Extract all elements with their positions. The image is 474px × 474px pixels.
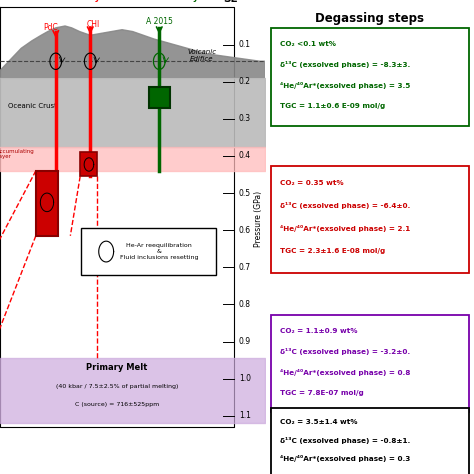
Text: CO₂ = 3.5±1.4 wt%: CO₂ = 3.5±1.4 wt% <box>280 419 357 425</box>
Bar <box>149 87 170 108</box>
Text: 1.1: 1.1 <box>239 411 251 420</box>
Bar <box>36 171 58 236</box>
Text: 0.3: 0.3 <box>239 114 251 123</box>
Text: ⁴He/⁴⁰Ar*(exsolved phase) = 2.1: ⁴He/⁴⁰Ar*(exsolved phase) = 2.1 <box>280 225 410 232</box>
Text: PdC: PdC <box>43 23 58 32</box>
Text: 0.5: 0.5 <box>239 189 251 198</box>
Text: TGC = 2.3±1.6 E-08 mol/g: TGC = 2.3±1.6 E-08 mol/g <box>280 248 385 254</box>
Text: 0.8: 0.8 <box>239 300 251 309</box>
Bar <box>80 152 98 176</box>
Polygon shape <box>0 26 265 78</box>
Text: Primary Melt: Primary Melt <box>86 363 147 372</box>
Text: Volcanic
Edifice: Volcanic Edifice <box>187 49 216 62</box>
Text: ⁴He/⁴⁰Ar*(exsolved phase) = 0.8: ⁴He/⁴⁰Ar*(exsolved phase) = 0.8 <box>280 368 410 375</box>
Text: ⁴He/⁴⁰Ar*(exsolved phase) = 3.5: ⁴He/⁴⁰Ar*(exsolved phase) = 3.5 <box>280 82 410 89</box>
Text: A 2015: A 2015 <box>146 17 173 26</box>
Text: Central Activity: Central Activity <box>119 0 199 2</box>
Text: δ¹³C (exsolved phase) = -3.2±0.: δ¹³C (exsolved phase) = -3.2±0. <box>280 348 410 355</box>
FancyBboxPatch shape <box>271 28 469 126</box>
Text: Lateral Activity: Lateral Activity <box>22 0 100 2</box>
Text: CHI: CHI <box>86 19 100 28</box>
Text: δ¹³C (exsolved phase) = -6.4±0.: δ¹³C (exsolved phase) = -6.4±0. <box>280 202 410 209</box>
Text: 0.7: 0.7 <box>239 263 251 272</box>
Text: 0.4: 0.4 <box>239 152 251 160</box>
Text: 0.1: 0.1 <box>239 40 251 49</box>
Text: C (source) = 716±525ppm: C (source) = 716±525ppm <box>75 402 159 407</box>
Text: ⁴He/⁴⁰Ar*(exsolved phase) = 0.3: ⁴He/⁴⁰Ar*(exsolved phase) = 0.3 <box>280 455 410 462</box>
FancyBboxPatch shape <box>81 228 216 275</box>
Text: 0.2: 0.2 <box>239 77 251 86</box>
Text: TGC = 1.1±0.6 E-09 mol/g: TGC = 1.1±0.6 E-09 mol/g <box>280 103 385 109</box>
Text: He-Ar reequilibration
&
Fluid inclusions resetting: He-Ar reequilibration & Fluid inclusions… <box>120 243 199 260</box>
Text: TGC = 7.8E-07 mol/g: TGC = 7.8E-07 mol/g <box>280 390 364 395</box>
Text: CO₂ = 0.35 wt%: CO₂ = 0.35 wt% <box>280 180 344 186</box>
FancyBboxPatch shape <box>271 315 469 412</box>
Text: SE: SE <box>224 0 238 4</box>
Text: (40 kbar / 7.5±2.5% of partial melting): (40 kbar / 7.5±2.5% of partial melting) <box>55 383 178 389</box>
FancyBboxPatch shape <box>271 166 469 273</box>
Text: Accumulating
layer: Accumulating layer <box>0 149 35 159</box>
Text: δ¹³C (exsolved phase) = -0.8±1.: δ¹³C (exsolved phase) = -0.8±1. <box>280 437 410 444</box>
Text: δ¹³C (exsolved phase) = -8.3±3.: δ¹³C (exsolved phase) = -8.3±3. <box>280 61 410 68</box>
Text: 1.0: 1.0 <box>239 374 251 383</box>
Text: 0.9: 0.9 <box>239 337 251 346</box>
Text: Oceanic Crust: Oceanic Crust <box>8 103 57 109</box>
Text: CO₂ = 1.1±0.9 wt%: CO₂ = 1.1±0.9 wt% <box>280 328 357 334</box>
Text: Degassing steps: Degassing steps <box>315 12 424 25</box>
Text: 0.6: 0.6 <box>239 226 251 235</box>
Text: Pressure (GPa): Pressure (GPa) <box>255 191 263 247</box>
FancyBboxPatch shape <box>271 408 469 474</box>
Text: CO₂ <0.1 wt%: CO₂ <0.1 wt% <box>280 41 336 47</box>
